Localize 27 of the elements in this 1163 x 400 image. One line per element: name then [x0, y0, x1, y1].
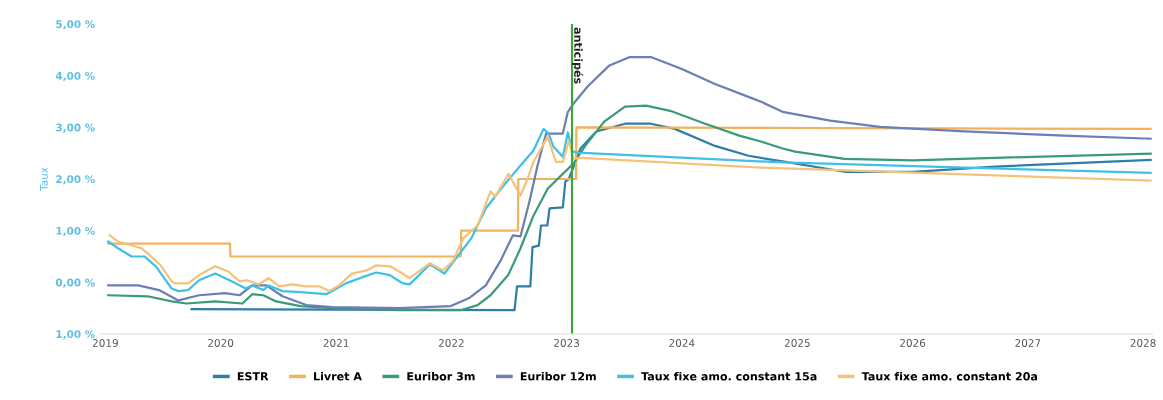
line-series [107, 126, 1152, 258]
x-tick-label: 2021 [323, 339, 349, 347]
y-axis-title: Taux [40, 167, 48, 191]
x-tick-label: 2019 [92, 339, 118, 347]
y-tick-label: 1,00 % [56, 226, 95, 237]
x-tick-label: 2020 [208, 339, 234, 347]
x-tick-label: 2022 [438, 339, 464, 347]
legend-label: ESTR [237, 372, 269, 381]
legend-label: Euribor 3m [407, 371, 475, 381]
x-tick-label: 2024 [669, 339, 695, 347]
x-tick-label: 2025 [784, 339, 810, 347]
x-tick-label: 2023 [554, 339, 580, 347]
legend-label: Taux fixe amo. constant 20a [861, 371, 1038, 381]
legend-label: Livret A [314, 371, 362, 381]
y-tick-label: 5,00 % [56, 20, 95, 30]
y-tick-label: 2,00 % [56, 175, 95, 185]
y-tick-label: 0,00 % [55, 278, 95, 288]
x-tick-label: 2026 [900, 339, 926, 347]
ref-line-label: anticipés [571, 27, 584, 84]
y-tick-label: 1,00 % [56, 330, 95, 340]
legend-label: Taux fixe amo. constant 15a [641, 371, 817, 381]
line-series [107, 104, 1152, 312]
x-tick-label: 2028 [1130, 339, 1156, 347]
x-tick-label: 2027 [1015, 339, 1041, 347]
y-tick-label: 4,00 % [55, 71, 95, 82]
y-tick-label: 3,00 % [56, 123, 95, 133]
legend-label: Euribor 12m [520, 371, 596, 381]
